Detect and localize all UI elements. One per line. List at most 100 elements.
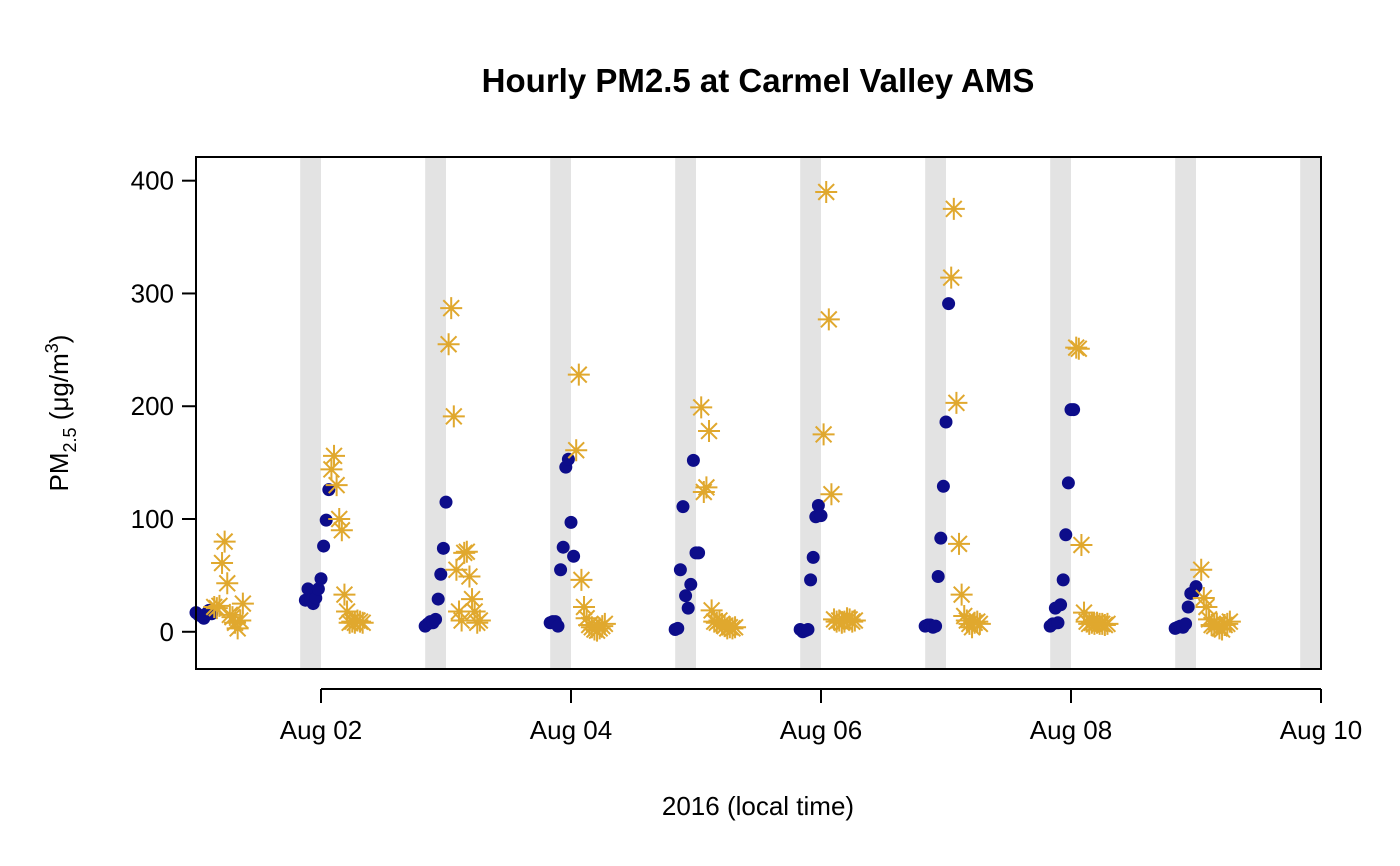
data-point [671,621,685,635]
data-point-asterisk [836,607,859,630]
data-point [692,546,706,560]
y-axis-label-end: ) [44,335,74,344]
x-axis: Aug 02 Aug 04 Aug 06 Aug 08 Aug 10 [280,688,1362,745]
data-point-asterisk [1190,558,1213,581]
night-shading [300,157,1321,669]
x-tick-label: Aug 10 [1280,715,1362,745]
data-point-asterisk [203,595,226,618]
data-point [676,500,690,514]
data-point-asterisk [700,599,723,622]
data-point [936,479,950,493]
data-point [311,582,325,596]
data-point-asterisk [573,595,596,618]
data-point-asterisk [950,583,973,606]
y-axis-label: PM2.5 (μg/m3) [42,335,80,492]
night-band [675,157,696,669]
data-point-asterisk [437,333,460,356]
data-point-asterisk [346,609,369,632]
data-point [934,531,948,545]
plot-frame [195,156,1322,670]
data-point [804,573,818,587]
data-point-asterisk [963,611,986,634]
data-point [554,563,568,577]
data-point [686,453,700,467]
data-point [431,592,445,606]
data-point-asterisk [817,308,840,331]
data-point-asterisk [442,405,465,428]
y-tick-label: 400 [131,166,174,196]
data-point [439,495,453,509]
data-point-asterisk [690,396,713,419]
x-axis-label: 2016 (local time) [662,791,854,821]
data-point-asterisk [1073,601,1096,624]
data-point-asterisk [231,592,254,615]
data-point [556,540,570,554]
data-point-asterisk [211,551,234,574]
y-axis-label-subscript: 2.5 [60,427,80,452]
data-point-asterisk [945,391,968,414]
data-point [1054,598,1068,612]
data-point-asterisk [968,612,991,635]
data-point-asterisk [458,565,481,588]
data-point-asterisk [1192,586,1215,609]
data-point [806,550,820,564]
data-point [551,619,565,633]
data-point-asterisk [216,572,239,595]
chart-title: Hourly PM2.5 at Carmel Valley AMS [482,62,1035,99]
data-point-asterisk [593,612,616,635]
y-tick-label: 300 [131,278,174,308]
data-point-asterisk [953,604,976,627]
data-point-asterisk [1218,610,1241,633]
data-point-asterisk [843,609,866,632]
data-point-asterisk [570,568,593,591]
data-point-asterisk [1195,595,1218,618]
data-point [319,513,333,527]
y-tick-label: 100 [131,504,174,534]
data-point [434,567,448,581]
data-point-asterisk [330,519,353,542]
y-axis-label-unit: (μg/m [44,353,74,427]
data-point [322,483,336,497]
data-point-asterisk [1070,533,1093,556]
data-point [673,563,687,577]
data-points [189,180,1241,642]
data-point-asterisk [948,532,971,555]
data-point-asterisk [453,541,476,564]
data-point [436,541,450,555]
data-point-asterisk [450,609,473,632]
data-point-asterisk [336,600,359,623]
data-point [1056,573,1070,587]
data-point [1181,600,1195,614]
data-point-asterisk [721,617,744,640]
data-point [1179,617,1193,631]
data-point-asterisk [213,530,236,553]
data-point [942,297,956,311]
night-band [425,157,446,669]
data-point [1051,616,1065,630]
data-point-asterisk [692,480,715,503]
data-point-asterisk [351,611,374,634]
data-point [1189,580,1203,594]
data-point-asterisk [455,540,478,563]
data-point-asterisk [1093,614,1116,637]
data-point [939,415,953,429]
data-point-asterisk [940,266,963,289]
data-point [1067,403,1081,417]
y-tick-label: 200 [131,391,174,421]
data-point [1059,528,1073,542]
data-point-asterisk [349,610,372,633]
y-axis: 0 100 200 300 400 [131,166,197,647]
data-point-asterisk [448,600,471,623]
x-tick-label: Aug 08 [1030,715,1112,745]
data-point-asterisk [841,610,864,633]
y-axis-label-superscript: 3 [42,343,62,353]
data-point-asterisk [224,611,247,634]
data-point-asterisk [812,423,835,446]
night-band [550,157,571,669]
data-point [314,572,328,586]
data-point [814,509,828,523]
night-band [1175,157,1196,669]
y-tick-label: 0 [160,617,174,647]
data-point [429,612,443,626]
data-point-asterisk [1086,611,1109,634]
